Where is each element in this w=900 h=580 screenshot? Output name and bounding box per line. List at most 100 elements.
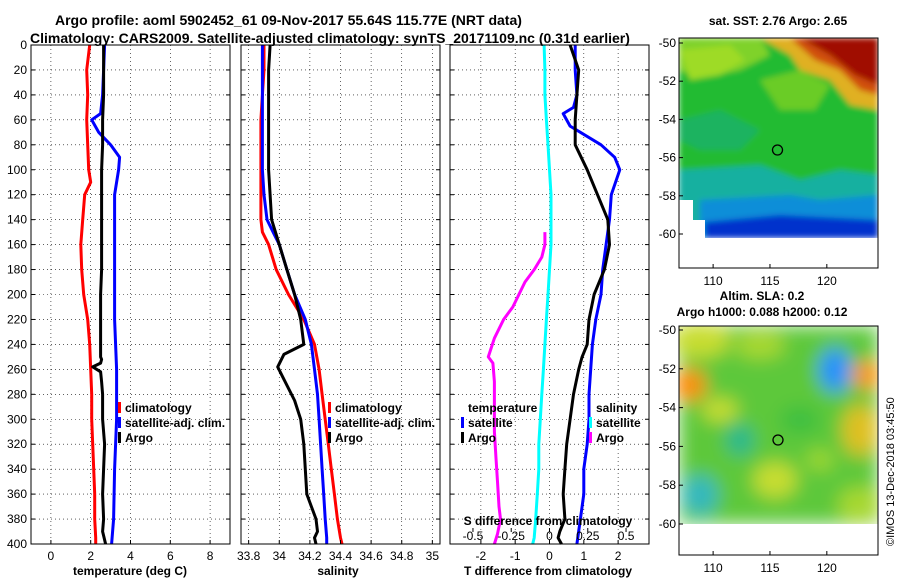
- depth-tick-label: 0: [20, 38, 27, 52]
- x-tick-label: -2: [476, 549, 487, 563]
- legend-swatch: [461, 432, 464, 443]
- legend-swatch: [328, 402, 331, 413]
- legend-swatch: [328, 417, 331, 428]
- difference-panel: -2 -1 0 1 2 -0.5 -0.25 0 0.25 0.5 S difference f…: [449, 44, 650, 578]
- difference-grid: [450, 44, 649, 545]
- temperature-x-label: temperature (deg C): [73, 564, 187, 578]
- temperature-series: [79, 44, 122, 545]
- sla-float-marker: [772, 434, 784, 446]
- salinity-series: [259, 44, 344, 545]
- salinity-panel: 33.8 34 34.2 34.4 34.6 34.8 35 salinity climat…: [237, 44, 441, 578]
- legend-label: satellite: [596, 416, 641, 430]
- difference-series: [486, 44, 622, 545]
- depth-tick-label: 40: [14, 88, 28, 102]
- sla-field: [679, 326, 878, 524]
- depth-tick-label: 100: [7, 163, 27, 177]
- map-y-tick-label: -50: [659, 323, 677, 337]
- difference-x-ticks: -2 -1 0 1 2: [476, 540, 622, 563]
- legend-salinity-title: salinity: [596, 401, 638, 415]
- legend-label: satellite-adj. clim.: [335, 416, 435, 430]
- x-tick-label: 34.6: [359, 549, 383, 563]
- x-tick-label: 35: [426, 549, 440, 563]
- depth-tick-label: 60: [14, 113, 28, 127]
- temperature-x-ticks: 0 2 4 6 8: [48, 540, 214, 563]
- depth-tick-label: 180: [7, 263, 27, 277]
- map-x-tick-label: 110: [704, 561, 723, 575]
- sla-map: Altim. SLA: 0.2 Argo h1000: 0.088 h2000:…: [659, 289, 879, 575]
- s-tick-label: 0: [546, 529, 553, 543]
- imos-credit: ©IMOS 13-Dec-2018 03:45:50: [885, 397, 897, 546]
- depth-tick-label: 80: [14, 138, 28, 152]
- sst-map-title: sat. SST: 2.76 Argo: 2.65: [709, 14, 848, 28]
- temperature-argo-line: [91, 45, 108, 545]
- depth-tick-label: 360: [7, 487, 27, 501]
- x-tick-label: -1: [510, 549, 521, 563]
- legend-label: Argo: [596, 431, 624, 445]
- map-y-tick-label: -56: [659, 439, 677, 453]
- x-tick-label: 34.4: [329, 549, 353, 563]
- depth-tick-label: 120: [7, 188, 27, 202]
- temperature-satellite_clim-line: [90, 44, 122, 545]
- difference-legend: temperature salinitysatelliteArgosatellit…: [461, 401, 641, 445]
- legend-label: Argo: [468, 431, 496, 445]
- x-tick-label: 33.8: [237, 549, 261, 563]
- legend-label: Argo: [125, 431, 153, 445]
- sla-map-frame: [678, 325, 879, 556]
- temperature-depth-ticks: 0 20 40 60 80 100 120 140 160 180 200 220 240 260 280 3…: [7, 38, 27, 551]
- map-y-tick-label: -60: [659, 517, 677, 531]
- sla-map-title-line2: Argo h1000: 0.088 h2000: 0.12: [677, 305, 848, 319]
- map-y-tick-label: -58: [659, 478, 677, 492]
- salinity-argo-line: [267, 44, 319, 545]
- difference-t_satellite-line: [561, 45, 622, 545]
- map-y-tick-label: -50: [659, 36, 677, 50]
- map-x-tick-label: 115: [760, 274, 779, 288]
- x-tick-label: 34.2: [298, 549, 322, 563]
- difference-s_argo-line: [486, 232, 547, 545]
- x-tick-label: 2: [87, 549, 94, 563]
- x-tick-label: 34.8: [390, 549, 414, 563]
- depth-tick-label: 20: [14, 63, 28, 77]
- map-x-tick-label: 110: [704, 274, 723, 288]
- temperature-panel: 0204060801001201401601802002202402602803…: [7, 38, 231, 578]
- depth-tick-label: 200: [7, 288, 27, 302]
- sla-map-title-line1: Altim. SLA: 0.2: [720, 289, 805, 303]
- x-tick-label: 2: [615, 549, 622, 563]
- depth-tick-label: 260: [7, 362, 27, 376]
- figure-title-line2: Climatology: CARS2009. Satellite-adjuste…: [30, 30, 630, 46]
- sst-map-frame: [678, 37, 879, 269]
- sst-map: sat. SST: 2.76 Argo: 2.65 110 115 120 -50 -5…: [659, 14, 879, 288]
- sla-map-ticks: 110 115 120 -50 -52 -54 -56 -58 -60: [659, 323, 838, 575]
- map-x-tick-label: 115: [760, 561, 779, 575]
- salinity-grid: [241, 44, 440, 545]
- salinity-x-ticks: 33.8 34 34.2 34.4 34.6 34.8 35: [237, 540, 439, 563]
- depth-tick-label: 240: [7, 337, 27, 351]
- depth-tick-label: 340: [7, 462, 27, 476]
- temperature-grid: [31, 44, 230, 545]
- difference-t_argo-line: [556, 44, 611, 545]
- map-y-tick-label: -60: [659, 227, 677, 241]
- depth-tick-label: 280: [7, 387, 27, 401]
- x-tick-label: 6: [167, 549, 174, 563]
- depth-tick-label: 140: [7, 213, 27, 227]
- difference-s_satellite-line: [531, 44, 553, 545]
- legend-swatch: [118, 417, 121, 428]
- s-tick-label: -0.5: [463, 529, 484, 543]
- sst-field: [679, 38, 878, 238]
- map-y-tick-label: -58: [659, 189, 677, 203]
- map-y-tick-label: -52: [659, 362, 677, 376]
- map-x-tick-label: 120: [817, 561, 837, 575]
- s-tick-label: 0.25: [576, 529, 600, 543]
- sst-map-ticks: 110 115 120 -50 -52 -54 -56 -58 -60: [659, 36, 838, 288]
- legend-swatch: [589, 432, 592, 443]
- legend-swatch: [118, 432, 121, 443]
- legend-label: climatology: [335, 401, 402, 415]
- legend-temperature-title: temperature: [468, 401, 538, 415]
- x-tick-label: 0: [48, 549, 55, 563]
- legend-swatch: [118, 402, 121, 413]
- salinity-x-label: salinity: [317, 564, 359, 578]
- legend-label: satellite: [468, 416, 513, 430]
- x-tick-label: 1: [580, 549, 587, 563]
- legend-swatch: [461, 417, 464, 428]
